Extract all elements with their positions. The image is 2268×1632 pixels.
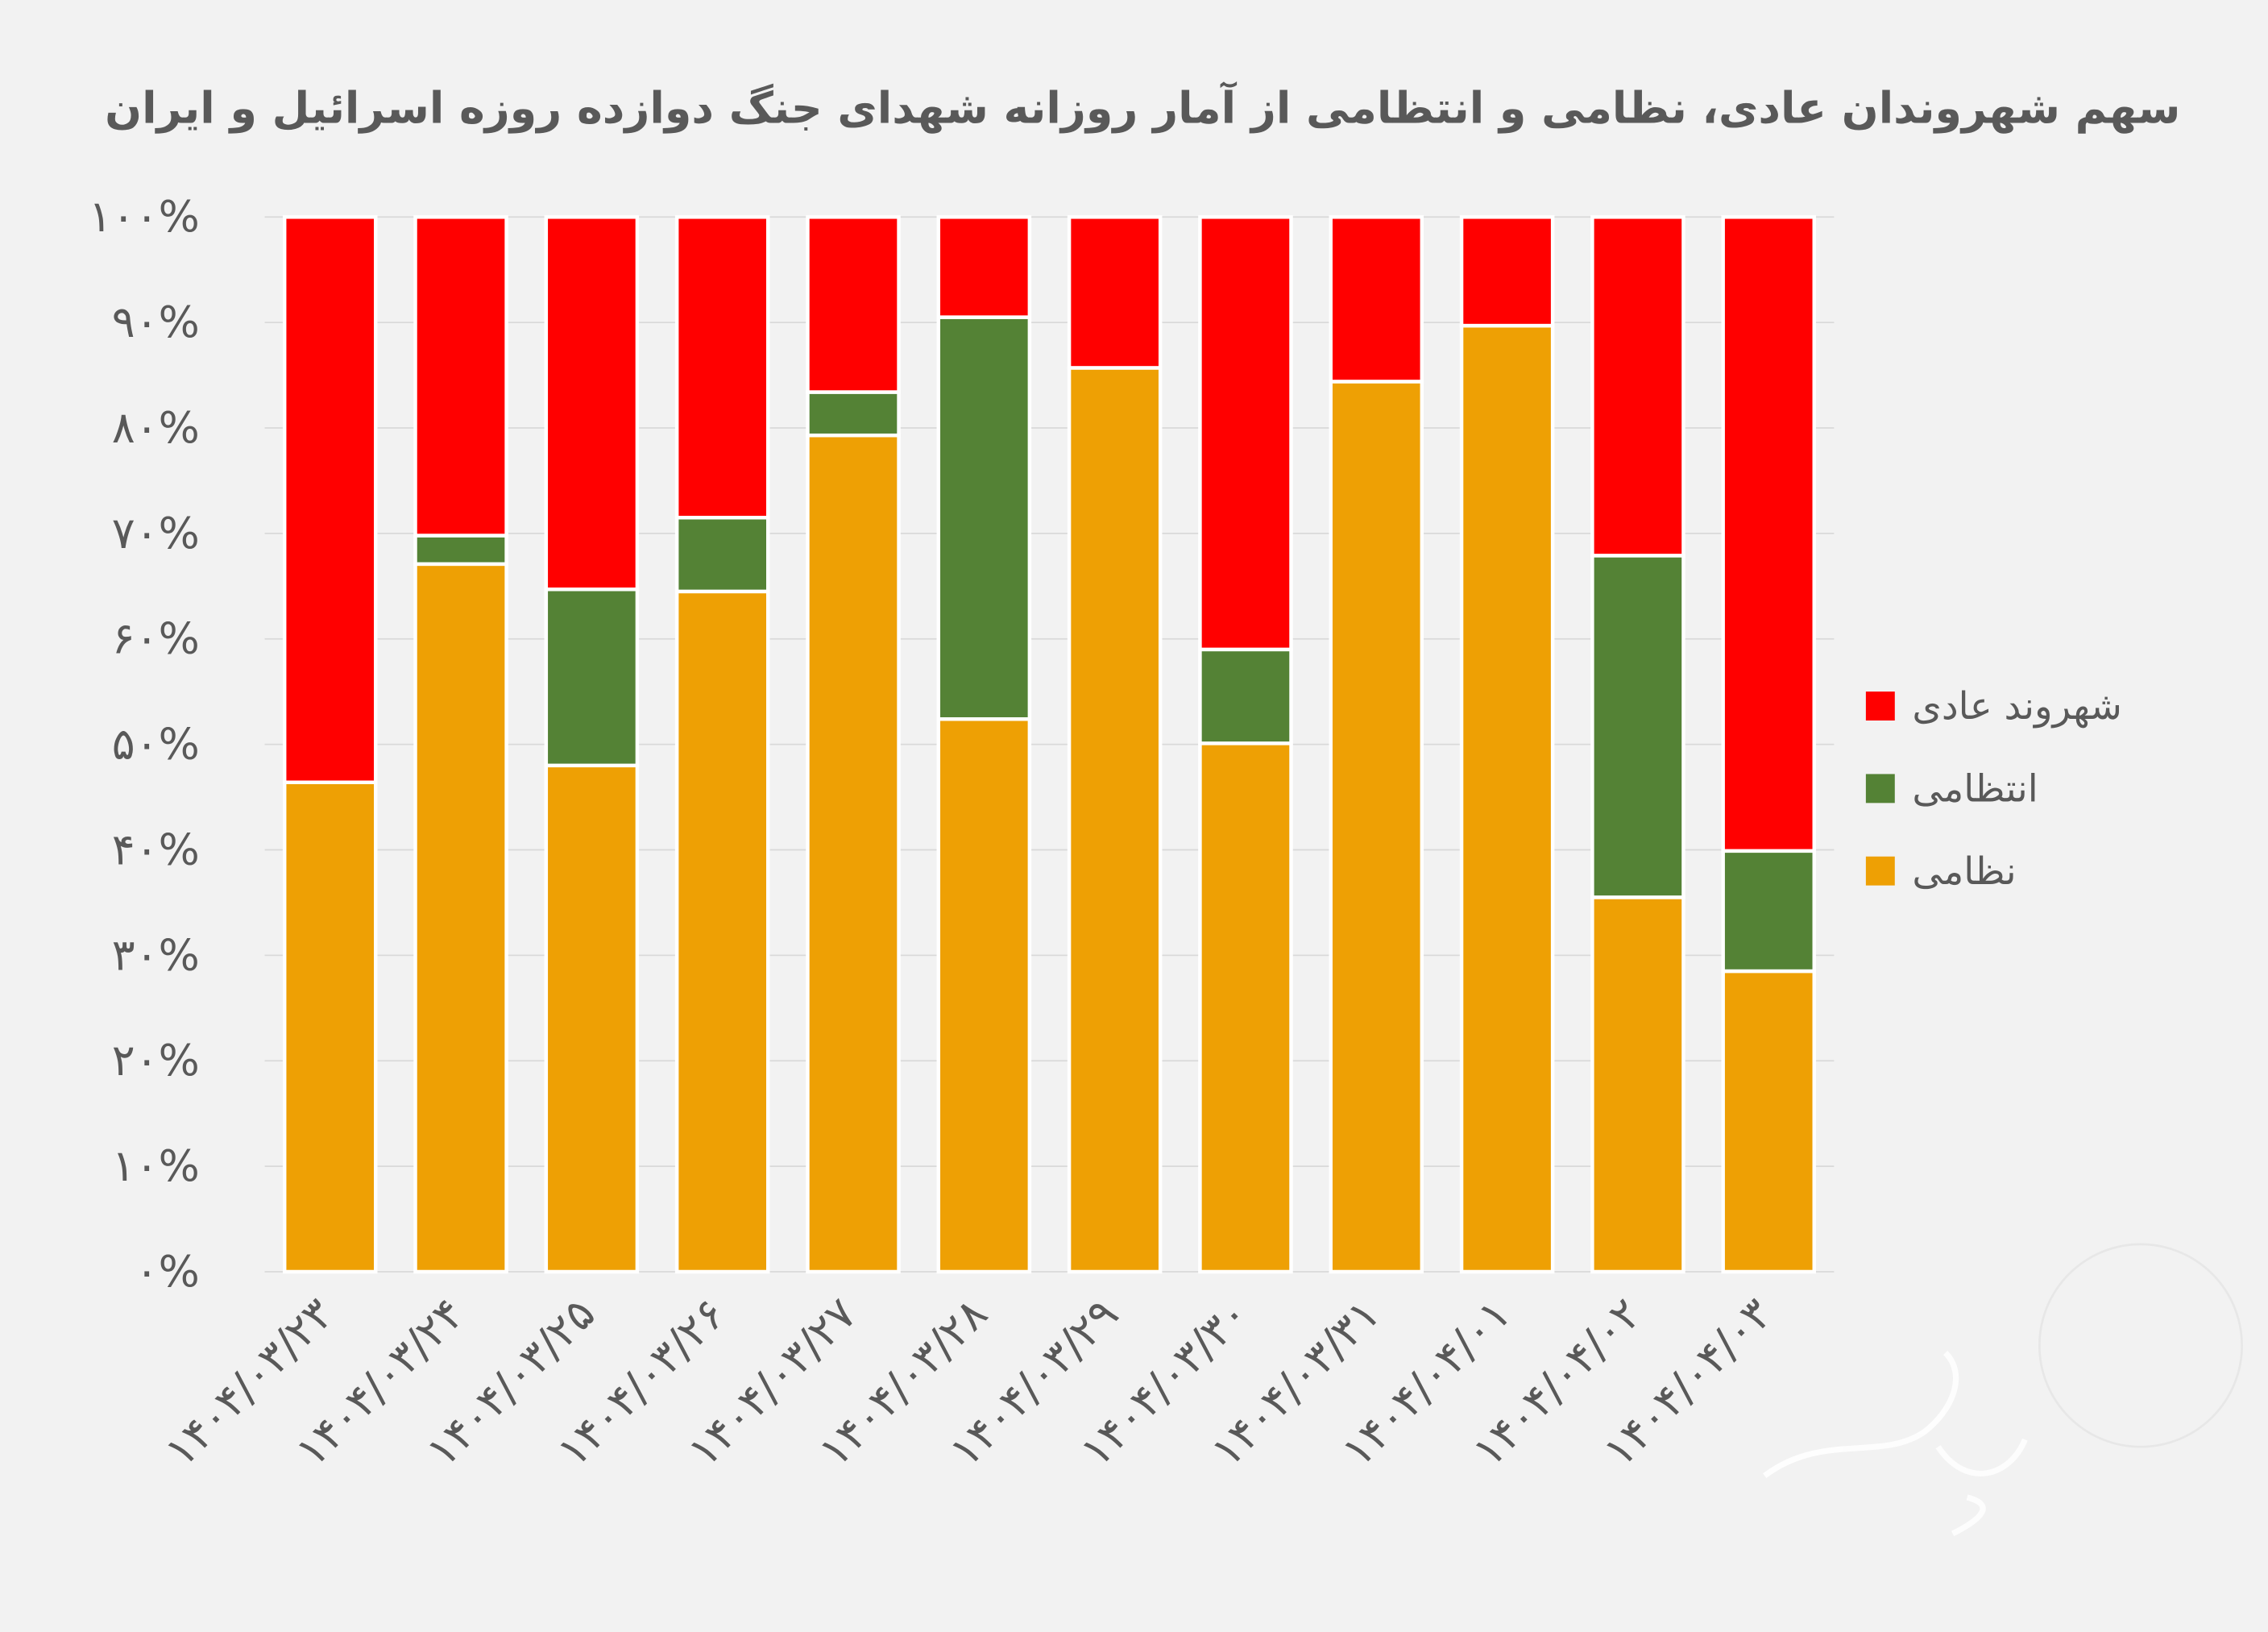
y-axis-ticks: ۰% ۱۰% ۲۰% ۳۰% ۴۰% ۵۰% ۶۰% ۷۰% ۸۰% ۹۰% ۱۰۰% [89, 191, 200, 1297]
bar-segment [1198, 741, 1293, 1274]
y-tick-label: ۰% [135, 1246, 200, 1297]
bar-segment [674, 516, 770, 594]
bar-segment [282, 215, 378, 784]
legend-swatch [1865, 691, 1895, 721]
legend-swatch [1865, 774, 1895, 804]
bar-segment [1329, 215, 1424, 384]
bar-segment [544, 763, 640, 1274]
y-tick-label: ۲۰% [112, 1035, 200, 1086]
bar-segment [1329, 380, 1424, 1274]
y-tick-label: ۷۰% [112, 508, 200, 559]
bar-segment [1459, 323, 1555, 1274]
bar-segment [1590, 895, 1685, 1274]
bar-segment [1590, 215, 1685, 558]
gridlines [264, 216, 1835, 1273]
bar-segment [1198, 647, 1293, 745]
y-tick-label: ۱۰۰% [89, 191, 200, 242]
bar-segment [806, 390, 901, 438]
bar-segment [413, 215, 508, 538]
bar-segment [936, 215, 1032, 319]
bar-segment [806, 215, 901, 394]
bar-segment [936, 716, 1032, 1274]
bar-segment [1590, 554, 1685, 899]
y-tick-label: ۳۰% [112, 929, 200, 980]
bar-segment [413, 562, 508, 1274]
bar-segment [1721, 849, 1817, 974]
legend-swatch [1865, 856, 1895, 886]
bar-segment [674, 215, 770, 520]
y-tick-label: ۹۰% [112, 297, 200, 347]
bar-segment [544, 215, 640, 592]
bar-segment [1067, 215, 1163, 370]
bar-segment [936, 315, 1032, 721]
y-tick-label: ۵۰% [112, 719, 200, 770]
y-tick-label: ۱۰% [112, 1140, 200, 1191]
watermark-logo [1763, 1243, 2243, 1537]
legend: شهروند عادی انتظامی نظامی [1865, 685, 2122, 894]
bar-segment [1198, 215, 1293, 652]
bar-segment [544, 588, 640, 768]
x-axis-labels: ۱۴۰۴/۰۳/۲۳۱۴۰۴/۰۳/۲۴۱۴۰۴/۰۳/۲۵۱۴۰۴/۰۳/۲۶… [155, 1288, 1781, 1476]
bar-segment [674, 589, 770, 1274]
y-tick-label: ۶۰% [112, 613, 200, 664]
chart-title: سهم شهروندان عادی، نظامی و انتظامی از آم… [105, 81, 2180, 134]
bar-segment [282, 780, 378, 1274]
bars [282, 215, 1817, 1274]
bar-segment [413, 534, 508, 567]
bar-segment [1459, 215, 1555, 328]
legend-label: انتظامی [1912, 768, 2038, 812]
legend-label: نظامی [1912, 850, 2016, 894]
y-tick-label: ۴۰% [112, 824, 200, 874]
bar-segment [1721, 215, 1817, 853]
bar-segment [1721, 969, 1817, 1274]
legend-label: شهروند عادی [1912, 685, 2122, 729]
bar-segment [1067, 366, 1163, 1274]
bar-segment [806, 433, 901, 1274]
y-tick-label: ۸۰% [112, 402, 200, 453]
